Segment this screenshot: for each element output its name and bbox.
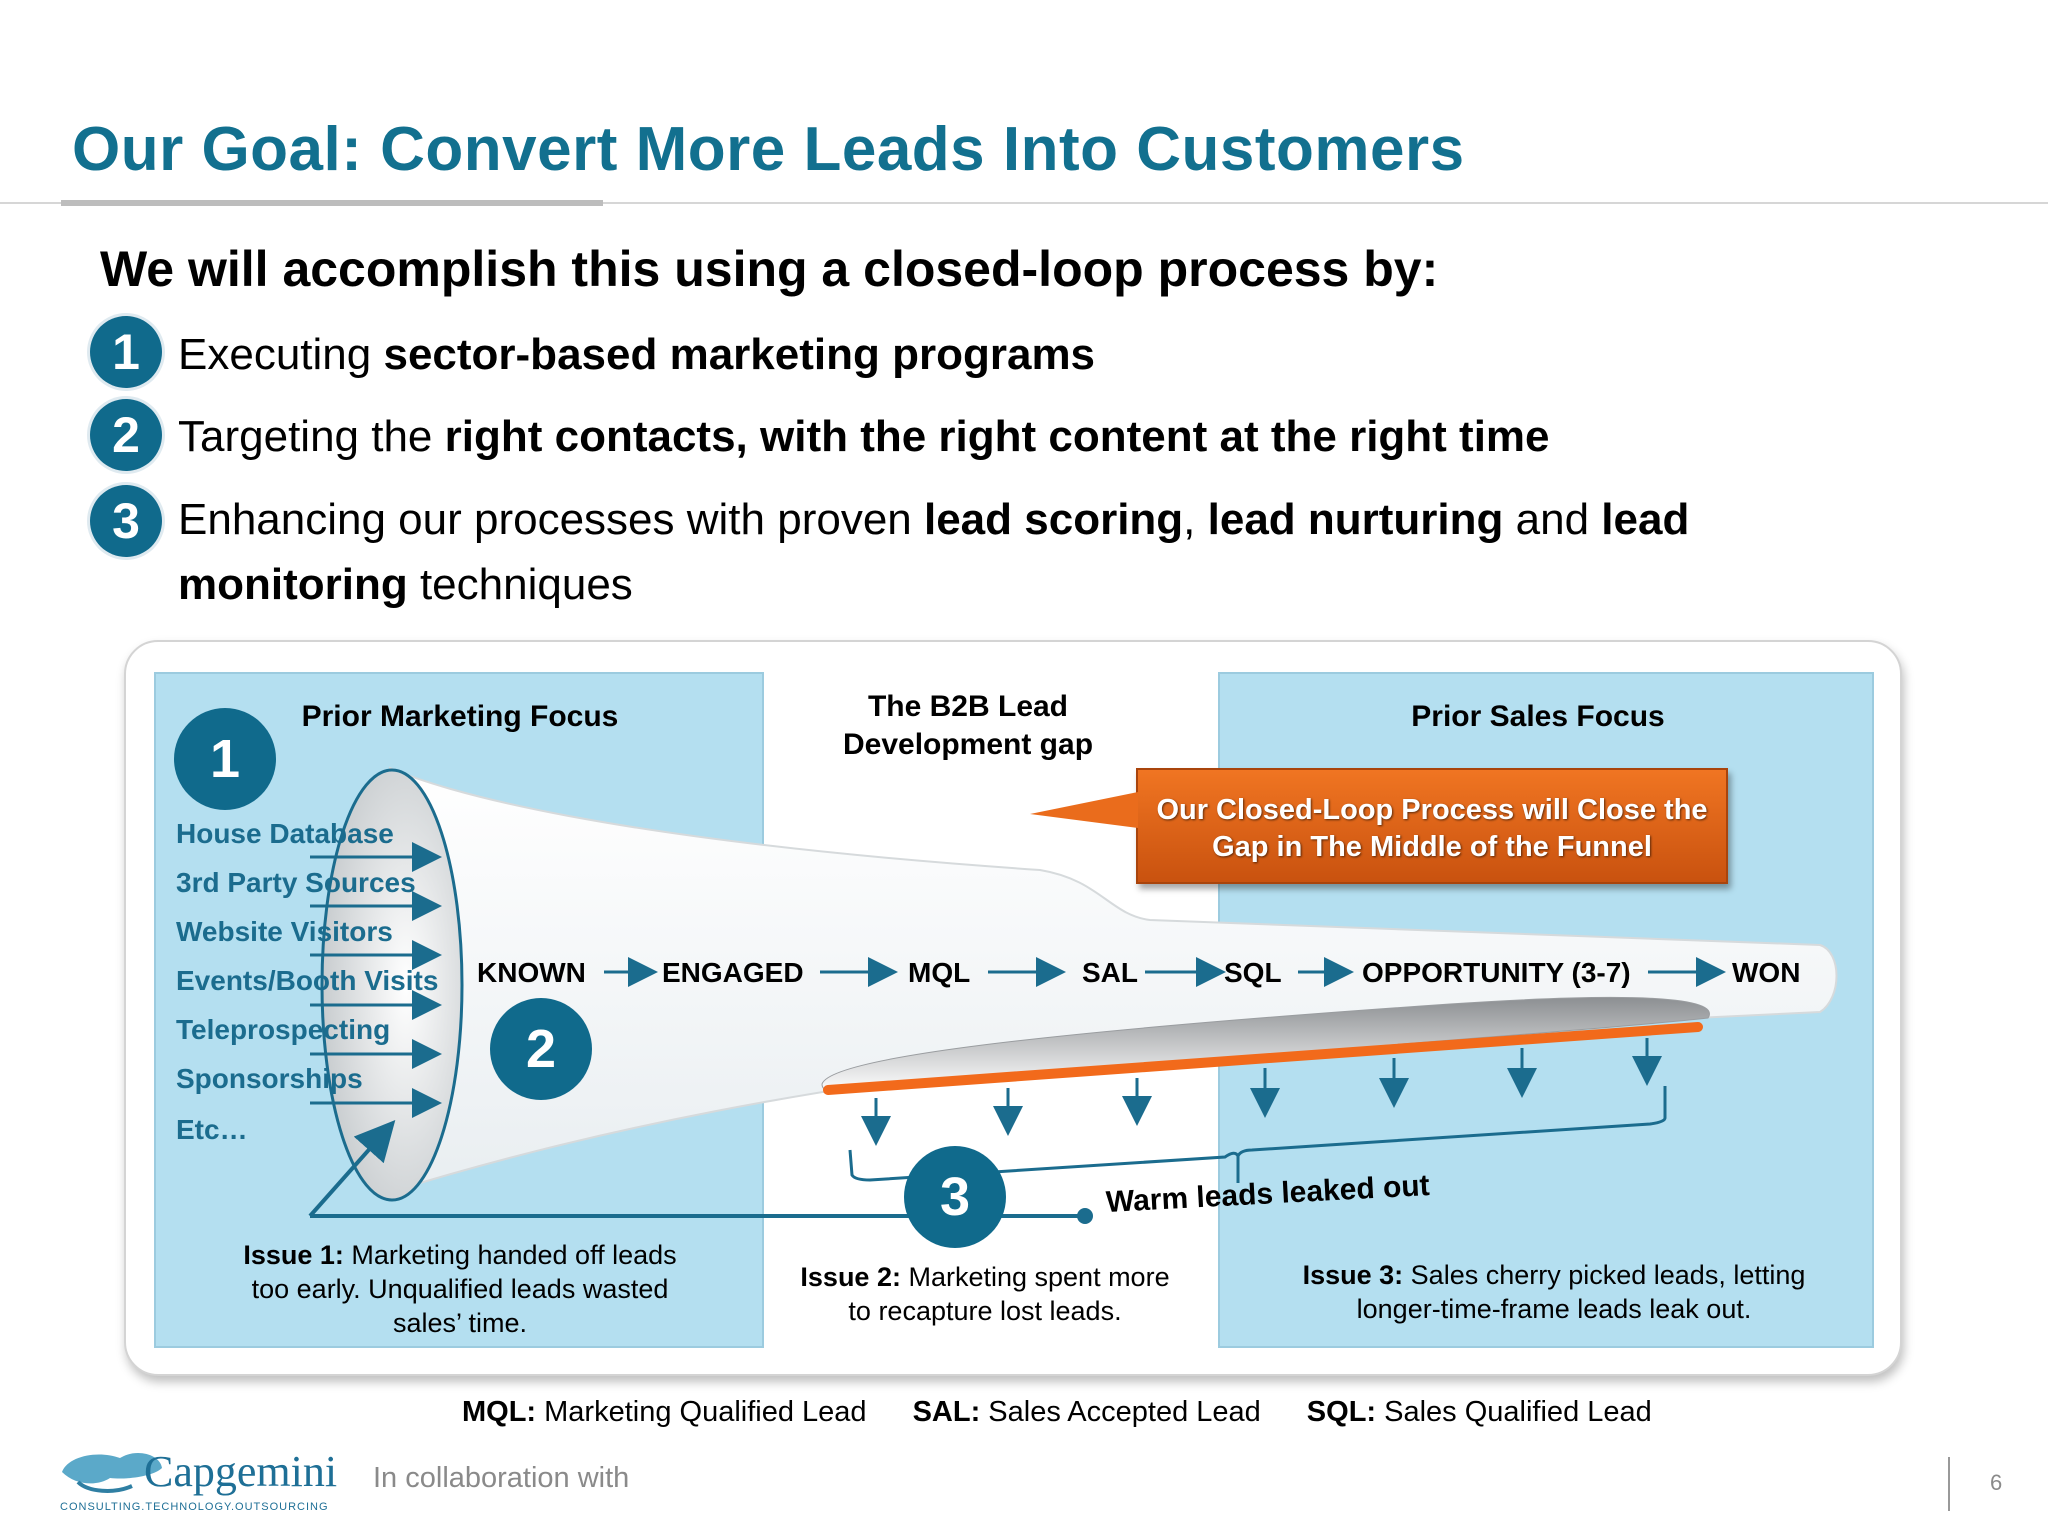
source-arrows bbox=[310, 842, 442, 1118]
issue-1: Issue 1: Marketing handed off leads too … bbox=[243, 1240, 677, 1338]
source-item: Events/Booth Visits bbox=[176, 965, 439, 996]
source-item: Etc… bbox=[176, 1114, 248, 1145]
page-number: 6 bbox=[1990, 1470, 2003, 1495]
diagram-badge-2: 2 bbox=[490, 998, 592, 1100]
closed-loop-callout: Our Closed-Loop Process will Close the G… bbox=[1136, 768, 1728, 884]
item-3-text-line2: monitoring techniques bbox=[178, 560, 633, 609]
stage-label: OPPORTUNITY (3-7) bbox=[1362, 957, 1631, 988]
item-3-text-line1: Enhancing our processes with proven lead… bbox=[178, 495, 1690, 544]
capgemini-logo: Capgemini CONSULTING.TECHNOLOGY.OUTSOURC… bbox=[58, 1440, 354, 1516]
sales-panel-title: Prior Sales Focus bbox=[1411, 700, 1665, 733]
source-item: Sponsorships bbox=[176, 1063, 363, 1094]
footer-separator bbox=[1948, 1457, 1950, 1511]
item-2-badge: 2 bbox=[90, 399, 162, 471]
issue-2: Issue 2: Marketing spent more to recaptu… bbox=[800, 1262, 1170, 1326]
stage-label: MQL bbox=[908, 957, 971, 988]
leak-drops bbox=[861, 1038, 1662, 1146]
source-item: House Database bbox=[176, 818, 394, 849]
collaboration-text: In collaboration with bbox=[373, 1462, 630, 1494]
abbreviation-legend: MQL: Marketing Qualified Lead SAL: Sales … bbox=[462, 1396, 1652, 1428]
source-item: Website Visitors bbox=[176, 916, 393, 947]
source-item: Teleprospecting bbox=[176, 1014, 391, 1045]
title-underline bbox=[61, 200, 603, 206]
stage-label: WON bbox=[1732, 957, 1801, 988]
diagram-badge-1: 1 bbox=[174, 708, 276, 810]
svg-text:CONSULTING.TECHNOLOGY.OUTSOURC: CONSULTING.TECHNOLOGY.OUTSOURCING bbox=[60, 1501, 329, 1513]
item-1-text: Executing sector-based marketing program… bbox=[178, 330, 1096, 379]
intro-heading: We will accomplish this using a closed-l… bbox=[100, 241, 1439, 297]
callout-pointer bbox=[1030, 792, 1138, 828]
issue-3: Issue 3: Sales cherry picked leads, lett… bbox=[1302, 1260, 1806, 1324]
diagram-badge-3: 3 bbox=[904, 1146, 1006, 1248]
item-1-badge: 1 bbox=[90, 316, 162, 388]
funnel-shape bbox=[389, 766, 1838, 1194]
orange-edge bbox=[823, 1022, 1703, 1095]
gap-title: The B2B Lead Development gap bbox=[842, 690, 1094, 761]
item-2-text: Targeting the right contacts, with the r… bbox=[178, 412, 1550, 461]
leak-bracket bbox=[848, 1086, 1667, 1183]
svg-text:Capgemini: Capgemini bbox=[144, 1447, 337, 1496]
source-item: 3rd Party Sources bbox=[176, 867, 416, 898]
slide-title: Our Goal: Convert More Leads Into Custom… bbox=[72, 115, 1465, 184]
marketing-panel-title: Prior Marketing Focus bbox=[301, 700, 619, 733]
item-3-badge: 3 bbox=[90, 485, 162, 557]
title-rule bbox=[0, 202, 2048, 204]
stage-label: SAL bbox=[1082, 957, 1138, 988]
stage-label: KNOWN bbox=[477, 957, 586, 988]
stage-label: SQL bbox=[1224, 957, 1282, 988]
stage-label: ENGAGED bbox=[662, 957, 804, 988]
